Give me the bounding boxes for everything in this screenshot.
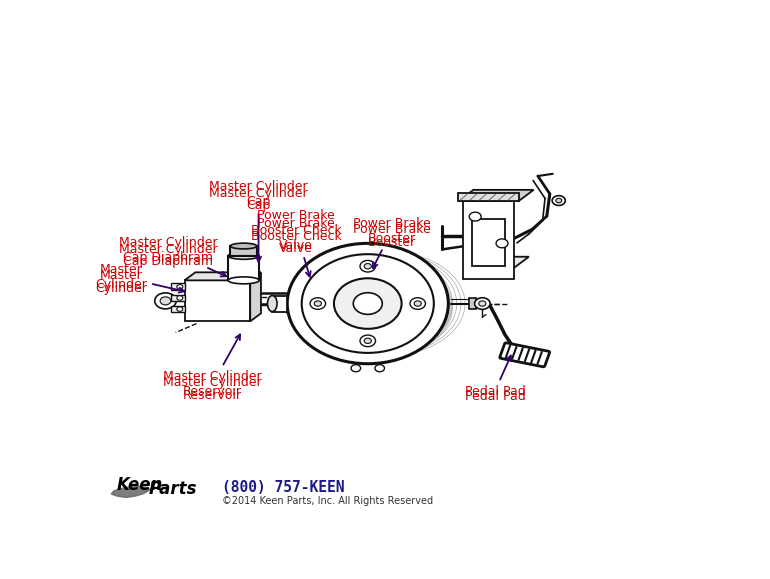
Circle shape	[375, 365, 384, 372]
Text: Keen: Keen	[117, 477, 163, 494]
Text: Master
Cylinder: Master Cylinder	[95, 263, 184, 292]
Polygon shape	[458, 193, 519, 201]
Circle shape	[177, 296, 182, 300]
Circle shape	[351, 365, 360, 372]
Text: Power Brake
Booster: Power Brake Booster	[353, 217, 430, 268]
Circle shape	[287, 243, 448, 364]
FancyBboxPatch shape	[273, 295, 287, 312]
Circle shape	[552, 196, 565, 206]
Text: Cap Diaphram: Cap Diaphram	[123, 255, 213, 268]
Text: Master Cylinder
Cap: Master Cylinder Cap	[209, 180, 308, 262]
Ellipse shape	[228, 277, 259, 284]
Polygon shape	[185, 280, 250, 321]
Text: Pedal Pad: Pedal Pad	[464, 356, 525, 398]
Circle shape	[360, 261, 376, 272]
Ellipse shape	[292, 254, 453, 360]
Circle shape	[414, 301, 421, 306]
Circle shape	[314, 301, 321, 306]
FancyBboxPatch shape	[172, 306, 185, 313]
Circle shape	[334, 278, 402, 329]
Text: Cap: Cap	[246, 199, 271, 212]
Circle shape	[177, 285, 182, 289]
Circle shape	[302, 254, 434, 353]
Text: Master Cylinder: Master Cylinder	[119, 243, 217, 256]
FancyBboxPatch shape	[172, 284, 185, 290]
Text: Master Cylinder: Master Cylinder	[209, 187, 308, 200]
Polygon shape	[472, 219, 505, 266]
Circle shape	[364, 338, 371, 343]
Circle shape	[410, 298, 426, 309]
Text: Master Cylinder
Cap Diaphram: Master Cylinder Cap Diaphram	[119, 236, 226, 276]
Circle shape	[556, 199, 561, 203]
Ellipse shape	[230, 243, 257, 249]
Circle shape	[360, 335, 376, 347]
Polygon shape	[464, 256, 529, 268]
Text: Power Brake: Power Brake	[353, 223, 430, 236]
Text: Power Brake
Booster Check
Valve: Power Brake Booster Check Valve	[251, 210, 342, 277]
Text: Power Brake: Power Brake	[257, 217, 335, 230]
Circle shape	[479, 301, 486, 306]
Text: Cylinder: Cylinder	[95, 282, 147, 295]
Text: Master Cylinder
Reservoir: Master Cylinder Reservoir	[163, 335, 262, 398]
Text: ©2014 Keen Parts, Inc. All Rights Reserved: ©2014 Keen Parts, Inc. All Rights Reserv…	[222, 496, 433, 506]
Polygon shape	[464, 201, 514, 279]
Circle shape	[177, 307, 182, 312]
Circle shape	[310, 298, 326, 309]
FancyBboxPatch shape	[230, 246, 257, 256]
Ellipse shape	[267, 295, 277, 312]
Text: Parts: Parts	[149, 479, 197, 497]
Circle shape	[364, 263, 371, 269]
Text: Booster: Booster	[367, 236, 416, 249]
Ellipse shape	[228, 252, 259, 259]
Text: Booster Check: Booster Check	[251, 230, 342, 243]
Circle shape	[155, 293, 176, 309]
Text: Reservoir: Reservoir	[183, 389, 242, 402]
Circle shape	[353, 293, 382, 314]
FancyBboxPatch shape	[228, 256, 259, 280]
Polygon shape	[185, 272, 261, 280]
Text: Valve: Valve	[280, 242, 313, 255]
Circle shape	[469, 212, 481, 221]
Text: Master: Master	[100, 269, 142, 283]
Text: Pedal Pad: Pedal Pad	[464, 390, 525, 403]
Circle shape	[474, 298, 490, 309]
Text: (800) 757-KEEN: (800) 757-KEEN	[222, 480, 344, 495]
FancyBboxPatch shape	[500, 343, 550, 367]
Circle shape	[160, 297, 171, 305]
Text: Master Cylinder: Master Cylinder	[163, 376, 262, 390]
FancyBboxPatch shape	[469, 298, 477, 309]
FancyBboxPatch shape	[172, 295, 185, 301]
Circle shape	[496, 239, 508, 248]
Polygon shape	[250, 272, 261, 321]
Polygon shape	[458, 190, 534, 201]
Polygon shape	[111, 486, 150, 497]
